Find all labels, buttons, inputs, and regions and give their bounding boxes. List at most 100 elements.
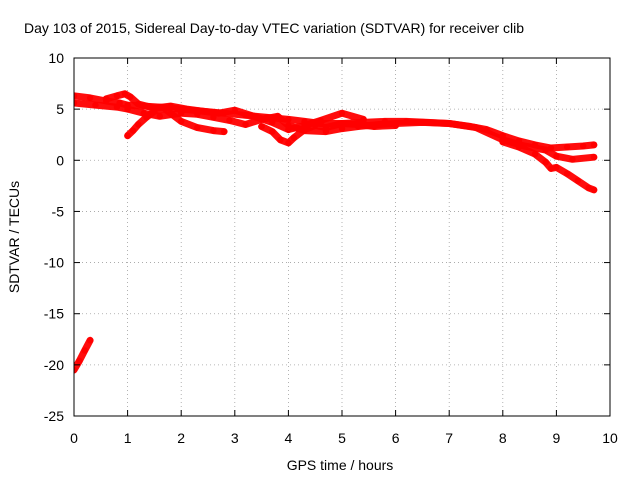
data-point [274,113,281,120]
y-tick-label: 10 [48,50,64,66]
data-point [86,337,94,344]
x-tick-label: 6 [392,430,400,446]
data-point [563,170,571,177]
data-point [74,366,78,374]
data-point [113,103,121,111]
data-point [585,184,592,192]
data-point [277,136,284,143]
data-point [360,116,367,123]
data-point [74,92,78,99]
data-point [542,159,549,166]
data-point [199,108,206,115]
x-tick-label: 7 [445,430,453,446]
data-point [574,177,581,184]
x-tick-label: 2 [177,430,185,446]
data-point [547,165,555,172]
data-point [269,119,276,126]
data-point [392,122,399,129]
data-point [285,139,292,147]
data-point [590,141,598,149]
data-point [129,127,137,134]
y-axis-label: SDTVAR / TECUs [6,181,22,293]
data-point [215,110,222,117]
data-point [231,107,238,114]
data-point [312,122,319,129]
y-tick-label: -20 [44,357,64,373]
y-tick-labels: -25 -20 -15 -10 -5 0 5 10 [44,50,64,424]
data-point [553,153,560,160]
plot-area [74,90,598,374]
x-tick-label: 5 [338,430,346,446]
x-tick-label: 9 [553,430,561,446]
data-point [354,121,362,128]
data-point [590,154,598,161]
data-point [135,100,142,108]
data-point [151,104,158,112]
data-point [92,101,99,109]
data-point [242,121,249,128]
data-point [269,128,276,135]
data-point [194,124,201,131]
data-point [86,94,94,102]
data-point [285,126,292,133]
x-axis-label: GPS time / hours [287,457,394,473]
data-point [226,117,233,124]
axis-ticks [73,57,611,417]
data-point [419,119,426,126]
y-tick-label: -25 [44,408,64,424]
data-point [81,347,88,354]
y-tick-label: -5 [52,203,65,219]
data-point [338,110,346,117]
data-point [531,150,539,158]
data-point [446,120,453,127]
x-tick-label: 8 [499,430,507,446]
data-point [210,127,217,134]
y-tick-label: -15 [44,306,64,322]
data-point [156,113,163,120]
data-point [220,128,228,135]
data-point [553,164,560,171]
data-point [124,132,131,139]
data-point [113,92,121,100]
y-tick-label: 5 [56,101,64,117]
data-point [580,142,587,150]
x-tick-label: 10 [602,430,618,446]
data-point [499,138,506,146]
data-point [569,156,576,163]
x-tick-label: 3 [231,430,239,446]
data-point [178,118,185,125]
data-point [143,114,150,121]
x-tick-label: 0 [70,430,78,446]
data-point [76,357,83,364]
data-point [322,124,330,131]
chart-title: Day 103 of 2015, Sidereal Day-to-day VTE… [24,20,524,36]
x-tick-label: 1 [124,430,132,446]
data-point [167,102,174,110]
data-point [135,121,142,128]
data-point [258,123,265,130]
data-point [247,112,255,119]
x-tick-labels: 0 1 2 3 4 5 6 7 8 9 10 [70,430,618,446]
data-point [121,90,129,98]
data-point [301,126,308,133]
series-track-g [74,336,94,374]
data-point [127,93,134,101]
data-point [542,146,549,154]
data-point [317,117,324,124]
data-point [124,105,131,113]
data-point [290,134,297,141]
data-point [472,124,480,131]
data-point [103,95,110,103]
x-tick-label: 4 [285,430,293,446]
y-tick-label: 0 [56,152,64,168]
grid [74,58,610,416]
data-point [590,186,598,194]
data-point [338,120,346,127]
data-point [563,143,571,151]
data-point [515,143,523,151]
data-point [371,123,378,130]
data-point [74,99,78,107]
data-point [183,105,190,113]
y-tick-label: -10 [44,255,64,271]
